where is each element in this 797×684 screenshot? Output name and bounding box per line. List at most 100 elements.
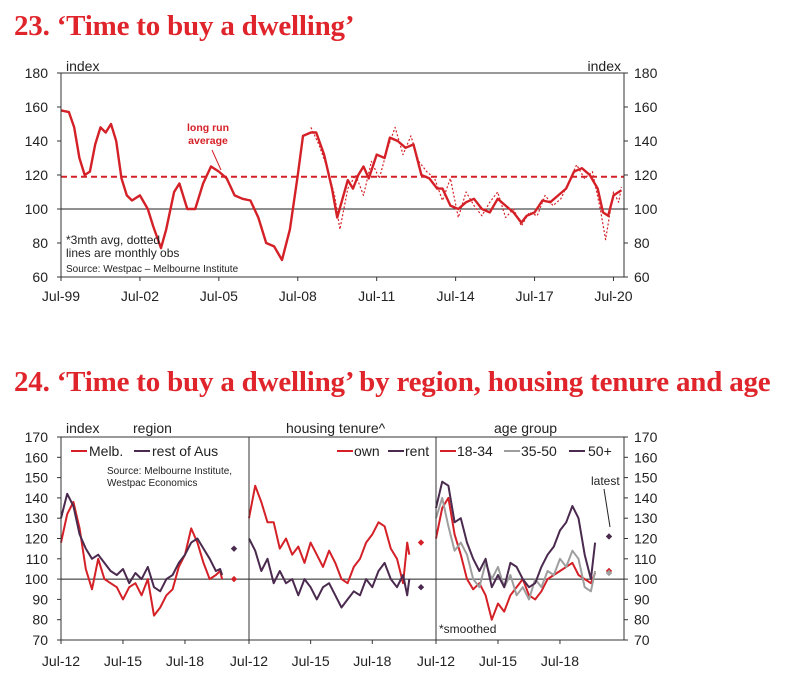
chart-2-x-tick-label: Jul-18 (541, 653, 579, 669)
series-rent (248, 538, 411, 609)
chart-2-y-tick-right: 100 (634, 571, 658, 587)
chart-1-x-tick-label: Jul-99 (42, 288, 80, 304)
latest-pointer (603, 488, 611, 528)
chart-1-y-tick-right: 180 (634, 65, 658, 81)
chart-1-series (60, 109, 624, 262)
chart-1-x-tick-label: Jul-05 (200, 288, 238, 304)
chart-1-grid: 60 60 80 80 100 100 120 120 140 140 160 160 180 180 Ju… (25, 65, 658, 304)
chart-2-y-tick-right: 120 (634, 531, 658, 547)
chart-2-source-line-1: Source: Melbourne Institute, (107, 466, 232, 477)
chart-1-x-tick-label: Jul-17 (515, 288, 553, 304)
long-run-pointer (211, 149, 222, 171)
chart-2-y-tick-left: 90 (32, 591, 48, 607)
chart-2-y-tick-left: 160 (25, 449, 49, 465)
chart-1-x-tick-label: Jul-11 (358, 288, 395, 304)
chart-1-note-line-1: *3mth avg, dotted (66, 233, 160, 247)
chart-1-y-tick-left: 140 (25, 133, 49, 149)
chart-1-y-tick-left: 60 (32, 269, 48, 285)
chart-2-x-tick-label: Jul-15 (479, 653, 517, 669)
chart-1-y-tick-right: 160 (634, 99, 658, 115)
chart-2-y-tick-left: 140 (25, 490, 49, 506)
legend-label-rest-of-aus: rest of Aus (152, 443, 218, 459)
chart-1-x-tick-label: Jul-14 (437, 288, 475, 304)
chart-1-y-tick-left: 120 (25, 167, 49, 183)
panel-title-region: region (133, 420, 172, 436)
chart-2-y-tick-left: 170 (25, 429, 49, 445)
chart-2-y-tick-right: 130 (634, 510, 658, 526)
chart-1-y-tick-right: 120 (634, 167, 658, 183)
chart-1-y-tick-left: 100 (25, 201, 49, 217)
latest-label: latest (591, 474, 620, 488)
chart-1-smoothed-series (60, 109, 623, 262)
legend-label-melb: Melb. (89, 443, 123, 459)
chart-2-y-tick-left: 70 (32, 632, 48, 648)
latest-marker-rent (417, 584, 425, 591)
chart-1-right-unit: index (588, 58, 621, 74)
chart-2-x-tick-label: Jul-15 (104, 653, 142, 669)
chart-2-x-tick-label: Jul-12 (42, 653, 80, 669)
chart-1-x-tick-label: Jul-02 (121, 288, 159, 304)
chart-2-y-tick-left: 80 (32, 612, 48, 628)
series-35-50 (435, 496, 597, 601)
legend-label-rent: rent (405, 443, 429, 459)
latest-marker-35-50 (605, 569, 613, 577)
series-own (248, 484, 411, 585)
legend-label-own: own (354, 443, 380, 459)
chart-1-y-tick-right: 80 (634, 235, 650, 251)
chart-2-grid: 70 70 80 80 90 90 100 100 110 110 120 120 130 130 140 1… (25, 429, 658, 669)
chart-2-x-tick-label: Jul-12 (230, 653, 268, 669)
legend-label-18-34: 18-34 (457, 443, 493, 459)
chart-1-x-tick-label: Jul-08 (279, 288, 317, 304)
latest-marker-melb- (230, 575, 238, 583)
chart-1-plot-frame (60, 72, 625, 278)
chart-2-x-tick-label: Jul-18 (353, 653, 391, 669)
chart-1-monthly-series (310, 126, 622, 241)
chart-2-x-tick-label: Jul-18 (166, 653, 204, 669)
chart-1-y-tick-left: 180 (25, 65, 49, 81)
series-50- (435, 480, 597, 589)
long-run-label-line-2: average (188, 135, 228, 147)
latest-marker-50- (605, 533, 613, 540)
latest-marker-rest-of-aus (230, 545, 238, 552)
chart-2-y-tick-right: 170 (634, 429, 658, 445)
series-rest-of-aus (60, 492, 224, 593)
chart-1-y-tick-right: 140 (634, 133, 658, 149)
panel-title-age: age group (494, 420, 557, 436)
chart-1-y-tick-left: 160 (25, 99, 49, 115)
chart-1-source: Source: Westpac – Melbourne Institute (66, 264, 239, 275)
chart-2-y-tick-right: 110 (634, 551, 657, 567)
latest-marker-own (417, 539, 425, 546)
chart-1-y-tick-right: 100 (634, 201, 658, 217)
chart-2-y-tick-right: 140 (634, 490, 658, 506)
chart-2-y-tick-left: 130 (25, 510, 49, 526)
chart-2-y-tick-left: 120 (25, 531, 49, 547)
chart-2-y-tick-left: 100 (25, 571, 49, 587)
chart-1-title: 23. ‘Time to buy a dwelling’ (14, 10, 355, 42)
chart-2-y-tick-right: 150 (634, 470, 658, 486)
series-18-34 (435, 496, 597, 621)
chart-2-y-tick-right: 90 (634, 591, 650, 607)
chart-2-series (60, 480, 613, 621)
series-melb- (60, 501, 224, 617)
chart-2-title: 24. ‘Time to buy a dwelling’ by region, … (14, 366, 771, 398)
long-run-label-line-1: long run (187, 122, 229, 134)
chart-2-y-tick-left: 110 (26, 551, 49, 567)
legend-label-35-50: 35-50 (521, 443, 557, 459)
chart-1-x-tick-label: Jul-20 (594, 288, 632, 304)
chart-1-y-tick-left: 80 (32, 235, 48, 251)
chart-2-index-label: index (66, 420, 99, 436)
chart-1-y-tick-right: 60 (634, 269, 650, 285)
chart-2-plot-frame (60, 436, 625, 641)
chart-1-note-line-2: lines are monthly obs (66, 246, 179, 260)
legend-label-50-plus: 50+ (588, 443, 612, 459)
chart-2-y-tick-left: 150 (25, 470, 49, 486)
chart-2-y-tick-right: 80 (634, 612, 650, 628)
chart-2-x-tick-label: Jul-15 (292, 653, 330, 669)
chart-2-x-tick-label: Jul-12 (417, 653, 455, 669)
chart-2-y-tick-right: 70 (634, 632, 650, 648)
panel-title-tenure: housing tenure^ (286, 420, 386, 436)
chart-2-source-line-2: Westpac Economics (107, 478, 197, 489)
chart-1-left-unit: index (66, 58, 99, 74)
smoothed-note: *smoothed (439, 622, 496, 636)
